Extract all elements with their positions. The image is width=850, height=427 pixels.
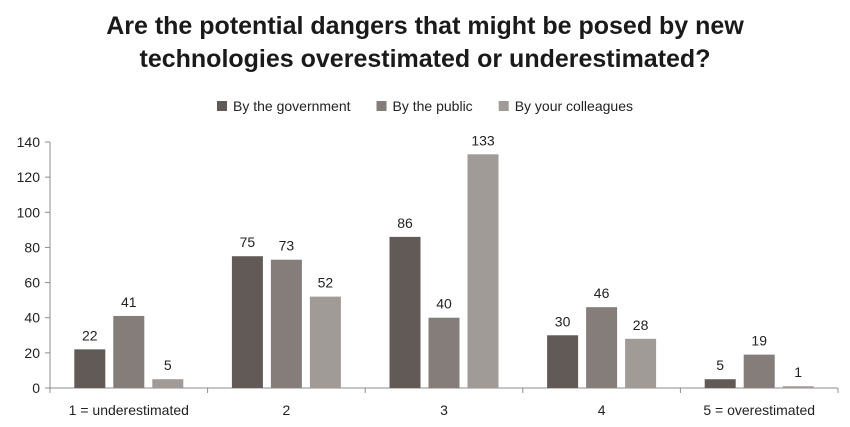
bar <box>704 379 736 388</box>
data-label: 86 <box>397 215 413 231</box>
y-tick-label: 40 <box>24 310 40 326</box>
bar <box>74 349 106 388</box>
legend-label: By the government <box>233 98 351 114</box>
bar <box>782 386 814 388</box>
data-label: 133 <box>471 132 495 148</box>
y-tick-label: 100 <box>17 204 41 220</box>
chart-title: Are the potential dangers that might be … <box>0 10 850 76</box>
bar <box>467 154 499 388</box>
y-tick-label: 80 <box>24 239 40 255</box>
legend-swatch <box>376 101 387 111</box>
legend-label: By the public <box>393 98 473 114</box>
bars <box>74 154 814 388</box>
legend-swatch <box>217 101 228 111</box>
data-label: 28 <box>633 317 649 333</box>
y-tick-label: 140 <box>17 134 41 150</box>
bar <box>270 259 302 388</box>
y-tick-label: 120 <box>17 169 41 185</box>
bar <box>428 317 460 388</box>
bar <box>113 315 145 388</box>
x-tick-label: 2 <box>283 402 291 418</box>
bar <box>625 338 657 388</box>
y-tick-label: 0 <box>32 380 40 396</box>
bar <box>389 236 421 388</box>
data-label: 1 <box>794 364 802 380</box>
bar <box>743 354 775 388</box>
y-tick-label: 60 <box>24 275 40 291</box>
data-label: 5 <box>716 357 724 373</box>
bar <box>152 379 184 388</box>
x-tick-label: 5 = overestimated <box>703 402 815 418</box>
y-axis: 0 20 40 60 80 100 120 140 <box>17 134 51 396</box>
data-label: 5 <box>164 357 172 373</box>
legend-label: By your colleagues <box>515 98 633 114</box>
data-labels: 22 75 86 30 5 41 73 40 46 19 5 52 133 28 1 <box>82 132 802 380</box>
data-label: 73 <box>279 238 295 254</box>
legend-swatch <box>498 101 509 111</box>
x-axis: 1 = underestimated 2 3 4 5 = overestimated <box>49 387 839 418</box>
x-tick-label: 1 = underestimated <box>69 402 189 418</box>
data-label: 46 <box>594 285 610 301</box>
y-tick-label: 20 <box>24 345 40 361</box>
bar <box>547 335 579 388</box>
data-label: 41 <box>121 294 137 310</box>
chart-title-line-1: Are the potential dangers that might be … <box>106 12 744 40</box>
bar <box>231 256 263 388</box>
data-label: 40 <box>436 296 452 312</box>
data-label: 19 <box>751 333 767 349</box>
bar <box>586 307 618 388</box>
data-label: 30 <box>555 313 571 329</box>
data-label: 52 <box>318 275 334 291</box>
x-tick-label: 4 <box>598 402 606 418</box>
legend: By the government By the public By your co… <box>217 98 633 114</box>
bar <box>309 296 341 388</box>
data-label: 75 <box>240 234 256 250</box>
data-label: 22 <box>82 327 98 343</box>
chart-title-line-2: technologies overestimated or underestim… <box>139 45 711 73</box>
x-tick-label: 3 <box>440 402 448 418</box>
